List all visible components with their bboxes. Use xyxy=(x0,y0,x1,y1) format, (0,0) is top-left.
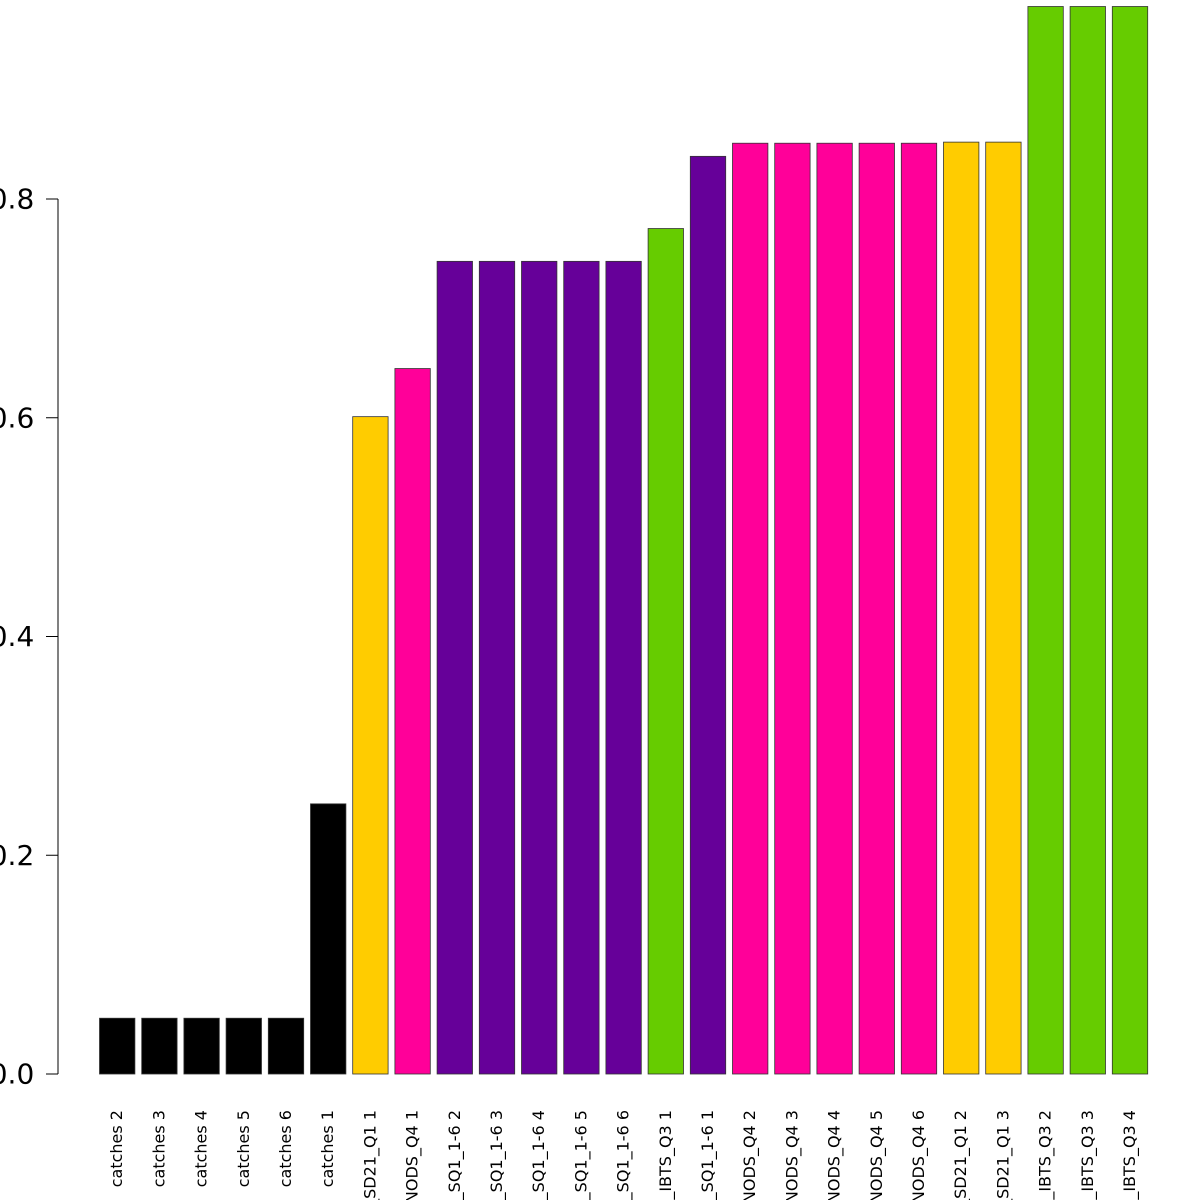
x-axis-labels: catches 2 catches 3 catches 4 catches 5 catc… xyxy=(107,1110,1140,1200)
bar xyxy=(99,1017,136,1075)
bar xyxy=(1069,6,1106,1075)
y-tick-label: 0.4 xyxy=(0,620,34,653)
x-tick-label: BITS_SQ1_1-6 4 xyxy=(529,1110,549,1200)
bar xyxy=(521,260,558,1075)
bar xyxy=(225,1017,262,1075)
x-tick-label: NS_IBTS_Q3 2 xyxy=(1036,1110,1056,1200)
x-tick-label: BITS_SQ1_1-6 1 xyxy=(698,1110,718,1200)
bar xyxy=(310,803,347,1075)
bar xyxy=(478,260,516,1075)
bar xyxy=(689,155,727,1075)
bar xyxy=(858,142,895,1075)
x-tick-label: NS_NODS_Q4 1 xyxy=(403,1110,423,1200)
y-tick-label: 0.6 xyxy=(0,401,34,434)
bar xyxy=(985,141,1022,1075)
bar xyxy=(394,368,431,1075)
bar xyxy=(141,1017,178,1075)
bar xyxy=(183,1017,220,1075)
bars xyxy=(99,6,1149,1075)
x-tick-label: catches 1 xyxy=(318,1110,337,1187)
x-tick-label: NS_NODS_Q4 2 xyxy=(740,1110,760,1200)
bar xyxy=(563,260,600,1075)
x-tick-label: catches 4 xyxy=(192,1110,211,1187)
y-tick-label: 0.2 xyxy=(0,839,34,872)
x-tick-label: NS_NODS_Q4 3 xyxy=(782,1110,802,1200)
bar xyxy=(436,260,473,1075)
x-tick-label: catches 2 xyxy=(107,1110,126,1187)
x-tick-label: BITS_SQ1_1-6 3 xyxy=(487,1110,507,1200)
x-tick-label: catches 5 xyxy=(234,1110,253,1187)
x-tick-label: NS_NODS_Q4 6 xyxy=(909,1110,929,1200)
bar xyxy=(816,142,853,1075)
x-tick-label: BITS_SD21_Q1 1 xyxy=(360,1110,380,1200)
bar xyxy=(605,260,642,1075)
bar xyxy=(732,142,769,1075)
bar xyxy=(1027,6,1064,1075)
x-tick-label: BITS_SQ1_1-6 5 xyxy=(571,1110,591,1200)
bar xyxy=(1111,6,1149,1075)
x-tick-label: BITS_SQ1_1-6 2 xyxy=(445,1110,465,1200)
bar xyxy=(900,142,938,1075)
x-tick-label: NS_IBTS_Q3 1 xyxy=(656,1110,676,1200)
x-tick-label: NS_IBTS_Q3 3 xyxy=(1078,1110,1098,1200)
y-tick-label: 0.0 xyxy=(0,1058,34,1091)
x-tick-label: catches 3 xyxy=(149,1110,168,1187)
x-tick-label: BITS_SQ1_1-6 6 xyxy=(614,1110,634,1200)
x-tick-label: NS_NODS_Q4 5 xyxy=(867,1110,887,1200)
bar xyxy=(943,141,980,1075)
x-tick-label: catches 6 xyxy=(276,1110,295,1187)
bar xyxy=(647,228,684,1075)
x-tick-label: BITS_SD21_Q1 2 xyxy=(951,1110,971,1200)
bar xyxy=(352,416,389,1075)
bar xyxy=(774,142,811,1075)
x-tick-label: NS_IBTS_Q3 4 xyxy=(1120,1110,1140,1200)
x-tick-label: BITS_SD21_Q1 3 xyxy=(993,1110,1013,1200)
bar xyxy=(267,1017,305,1075)
x-tick-label: NS_NODS_Q4 4 xyxy=(825,1110,845,1200)
y-tick-label: 0.8 xyxy=(0,183,34,216)
y-axis: 0.0 0.2 0.4 0.6 0.8 xyxy=(0,183,59,1091)
